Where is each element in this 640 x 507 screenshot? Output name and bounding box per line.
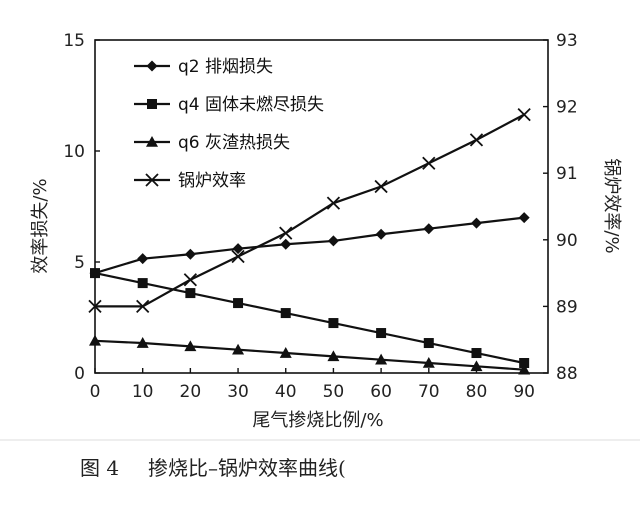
data-point <box>470 360 483 372</box>
x-tick-label: 80 <box>466 382 488 402</box>
plot-frame <box>94 39 549 374</box>
left-y-axis-ticks: 0 5 10 15 <box>63 31 100 384</box>
data-point <box>185 288 196 299</box>
series-line <box>94 272 525 365</box>
right-y-tick-label: 92 <box>556 98 578 118</box>
data-point <box>470 217 482 229</box>
legend-item: 锅炉效率 <box>134 171 246 191</box>
x-tick-label: 50 <box>323 382 345 402</box>
data-point <box>326 196 341 210</box>
chart-axes <box>94 39 549 374</box>
x-tick-label: 70 <box>418 382 440 402</box>
data-point <box>280 238 292 250</box>
series-line <box>95 113 525 308</box>
data-point <box>327 235 339 247</box>
data-point <box>471 348 482 359</box>
x-tick-label: 30 <box>227 382 249 402</box>
x-tick-label: 60 <box>370 382 392 402</box>
right-y-tick-label: 91 <box>556 164 578 184</box>
data-point <box>375 353 388 365</box>
data-point <box>374 179 388 194</box>
data-point <box>137 278 148 289</box>
data-point <box>136 337 149 348</box>
data-point <box>183 273 198 287</box>
data-point <box>184 248 196 260</box>
data-point <box>423 338 434 349</box>
x-tick-label: 20 <box>180 382 202 402</box>
x-tick-label: 90 <box>513 382 535 402</box>
x-tick-label: 40 <box>275 382 297 402</box>
right-y-axis-ticks: 88 89 90 91 92 93 <box>543 31 578 384</box>
data-point <box>422 156 436 170</box>
data-point <box>89 334 101 346</box>
figure-number: 图 4 <box>80 456 119 480</box>
data-point <box>327 350 340 362</box>
data-point <box>90 268 100 279</box>
data-point <box>233 298 244 309</box>
legend-label: q4 固体未燃尽损失 <box>178 95 324 115</box>
data-point <box>184 340 197 352</box>
series-3 <box>89 334 531 375</box>
legend-item: q2 排烟损失 <box>134 57 273 77</box>
data-point <box>232 243 244 255</box>
series-2 <box>90 268 530 369</box>
series-1 <box>89 212 530 279</box>
legend-label: 锅炉效率 <box>178 171 246 191</box>
data-point <box>279 347 292 358</box>
data-point <box>518 212 530 224</box>
x-axis-title: 尾气掺烧比例/% <box>252 410 383 431</box>
data-point <box>376 328 387 339</box>
left-y-tick-label: 5 <box>74 253 85 273</box>
legend-marker <box>146 60 158 72</box>
data-point <box>231 249 245 264</box>
legend-label: q2 排烟损失 <box>178 57 273 77</box>
legend-item: q6 灰渣热损失 <box>134 133 290 153</box>
legend-marker <box>146 136 158 147</box>
data-point <box>519 358 530 369</box>
data-point <box>517 107 531 122</box>
data-point <box>469 133 484 147</box>
data-point <box>232 343 245 355</box>
legend-item: q4 固体未燃尽损失 <box>134 95 324 115</box>
data-point <box>518 363 531 375</box>
left-y-tick-label: 10 <box>63 142 85 162</box>
series-line <box>94 216 525 275</box>
data-point <box>280 308 291 319</box>
data-point <box>279 226 293 240</box>
legend-label: q6 灰渣热损失 <box>178 133 290 153</box>
right-y-tick-label: 89 <box>556 297 578 317</box>
left-y-axis-title: 效率损失/% <box>30 178 51 273</box>
legend-marker <box>147 99 157 109</box>
right-y-axis-title: 锅炉效率/% <box>601 158 622 253</box>
right-y-tick-label: 88 <box>556 364 578 384</box>
left-y-tick-label: 0 <box>74 364 85 384</box>
series-line <box>94 339 525 371</box>
series-layer <box>88 107 531 375</box>
data-point <box>88 299 102 314</box>
left-y-tick-label: 15 <box>63 31 85 51</box>
right-y-tick-label: 90 <box>556 231 578 251</box>
legend-marker <box>145 173 159 187</box>
data-point <box>137 253 149 265</box>
x-tick-label: 0 <box>90 382 101 402</box>
figure-caption: 掺烧比–锅炉效率曲线( <box>148 456 346 480</box>
data-point <box>136 299 150 314</box>
data-point <box>422 357 435 368</box>
right-y-tick-label: 93 <box>556 31 578 51</box>
data-point <box>328 318 339 329</box>
data-point <box>423 223 435 235</box>
series-4 <box>88 107 531 314</box>
data-point <box>375 228 387 240</box>
x-tick-label: 10 <box>132 382 154 402</box>
